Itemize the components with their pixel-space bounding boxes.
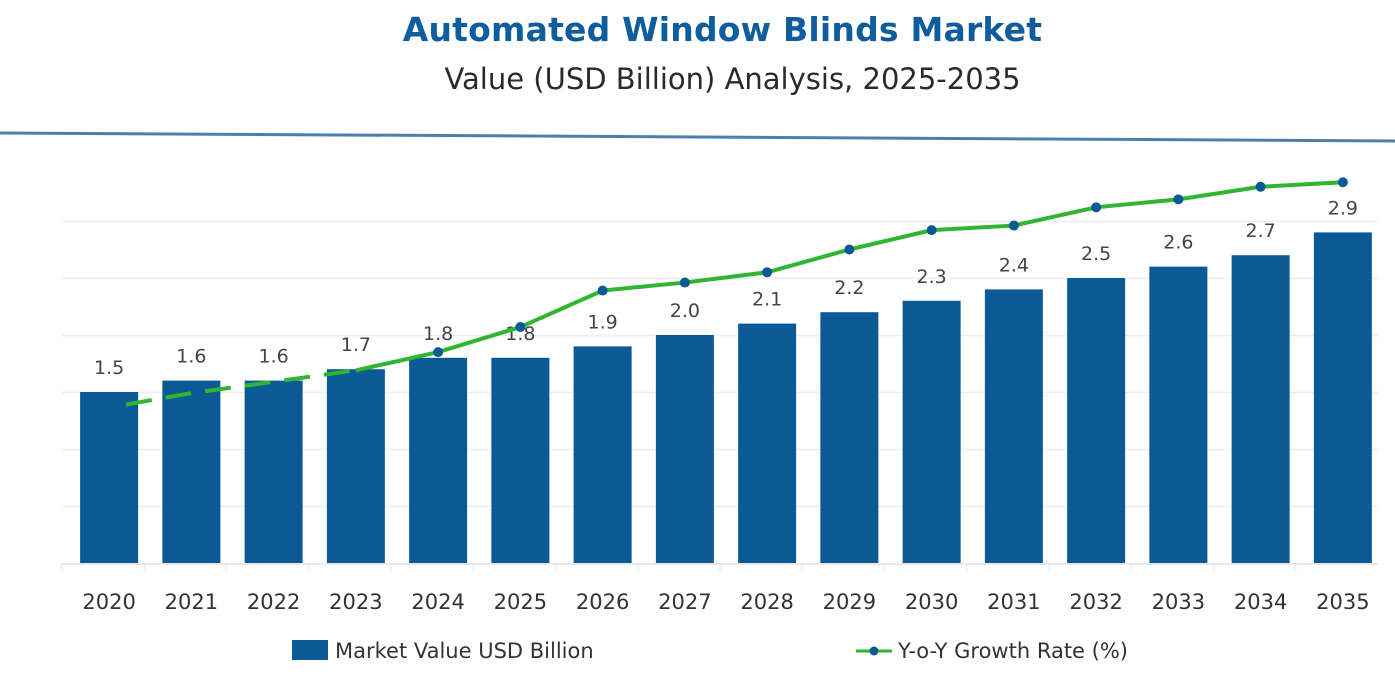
bar-2034 [1231,255,1290,563]
x-tick-label: 2021 [165,590,218,614]
bar-2029 [820,312,879,563]
data-label: 2.0 [670,300,700,322]
growth-marker-2035 [1337,177,1348,188]
growth-marker-2030 [926,225,937,236]
x-tick-label: 2022 [247,590,300,614]
legend-swatch-market-value [292,640,328,660]
x-tick-label: 2029 [823,590,876,614]
data-label: 2.9 [1328,197,1358,219]
x-tick-label: 2028 [740,590,793,614]
data-label: 2.7 [1246,220,1276,242]
x-tick-label: 2026 [576,590,629,614]
bar-2032 [1067,278,1126,563]
growth-marker-2031 [1008,220,1019,231]
bar-2023 [326,369,385,563]
legend-label-market-value: Market Value USD Billion [335,639,594,663]
x-tick-label: 2025 [494,590,547,614]
x-tick-label: 2033 [1152,590,1205,614]
growth-marker-2025 [515,322,526,333]
growth-marker-2024 [433,347,444,358]
x-tick-label: 2030 [905,590,958,614]
bar-2022 [244,380,303,563]
x-tick-label: 2034 [1234,590,1287,614]
bar-2035 [1313,232,1372,563]
chart-subtitle: Value (USD Billion) Analysis, 2025-2035 [444,62,1021,96]
header-separator [0,131,1395,143]
data-label: 1.7 [341,334,371,356]
growth-marker-2029 [844,244,855,255]
data-label: 2.2 [834,277,864,299]
bar-2028 [738,323,797,563]
legend-label-growth-rate: Y-o-Y Growth Rate (%) [897,639,1128,663]
growth-marker-2028 [762,267,773,278]
bar-2033 [1149,266,1208,563]
bar-2020 [80,392,139,563]
growth-marker-2027 [679,277,690,288]
data-label: 2.3 [917,266,947,288]
growth-line-dashed [125,368,357,407]
growth-marker-2033 [1173,194,1184,205]
x-axis-ticks: 2020 2021 2022 2023 2024 2025 2026 2027 2028 2029… [61,563,1370,614]
growth-marker-2032 [1091,202,1102,213]
x-tick-label: 2032 [1069,590,1122,614]
data-label: 2.5 [1081,243,1111,265]
legend-swatch-growth-marker [869,646,879,656]
x-tick-label: 2020 [82,590,135,614]
growth-marker-2026 [597,285,608,296]
x-tick-label: 2024 [411,590,464,614]
data-label: 1.8 [423,323,453,345]
growth-line-series [125,177,1348,407]
x-tick-label: 2035 [1316,590,1369,614]
data-label: 2.4 [999,254,1029,276]
data-label: 1.5 [94,357,124,379]
growth-marker-2034 [1255,181,1266,192]
x-tick-label: 2027 [658,590,711,614]
chart-title: Automated Window Blinds Market [402,10,1043,49]
legend: Market Value USD Billion Y-o-Y Growth Ra… [292,639,1128,663]
bar-2031 [984,289,1043,563]
bar-2026 [573,346,632,563]
bar-series [80,232,1372,563]
bar-2030 [902,300,961,563]
data-label: 1.6 [259,346,289,368]
bar-2024 [409,357,468,563]
data-label: 2.6 [1163,232,1193,254]
bar-2021 [162,380,221,563]
x-tick-label: 2031 [987,590,1040,614]
data-label: 1.6 [176,346,206,368]
bar-2025 [491,357,550,563]
data-label: 1.9 [588,311,618,333]
data-label: 2.1 [752,289,782,311]
bar-2027 [655,335,714,563]
x-tick-label: 2023 [329,590,382,614]
